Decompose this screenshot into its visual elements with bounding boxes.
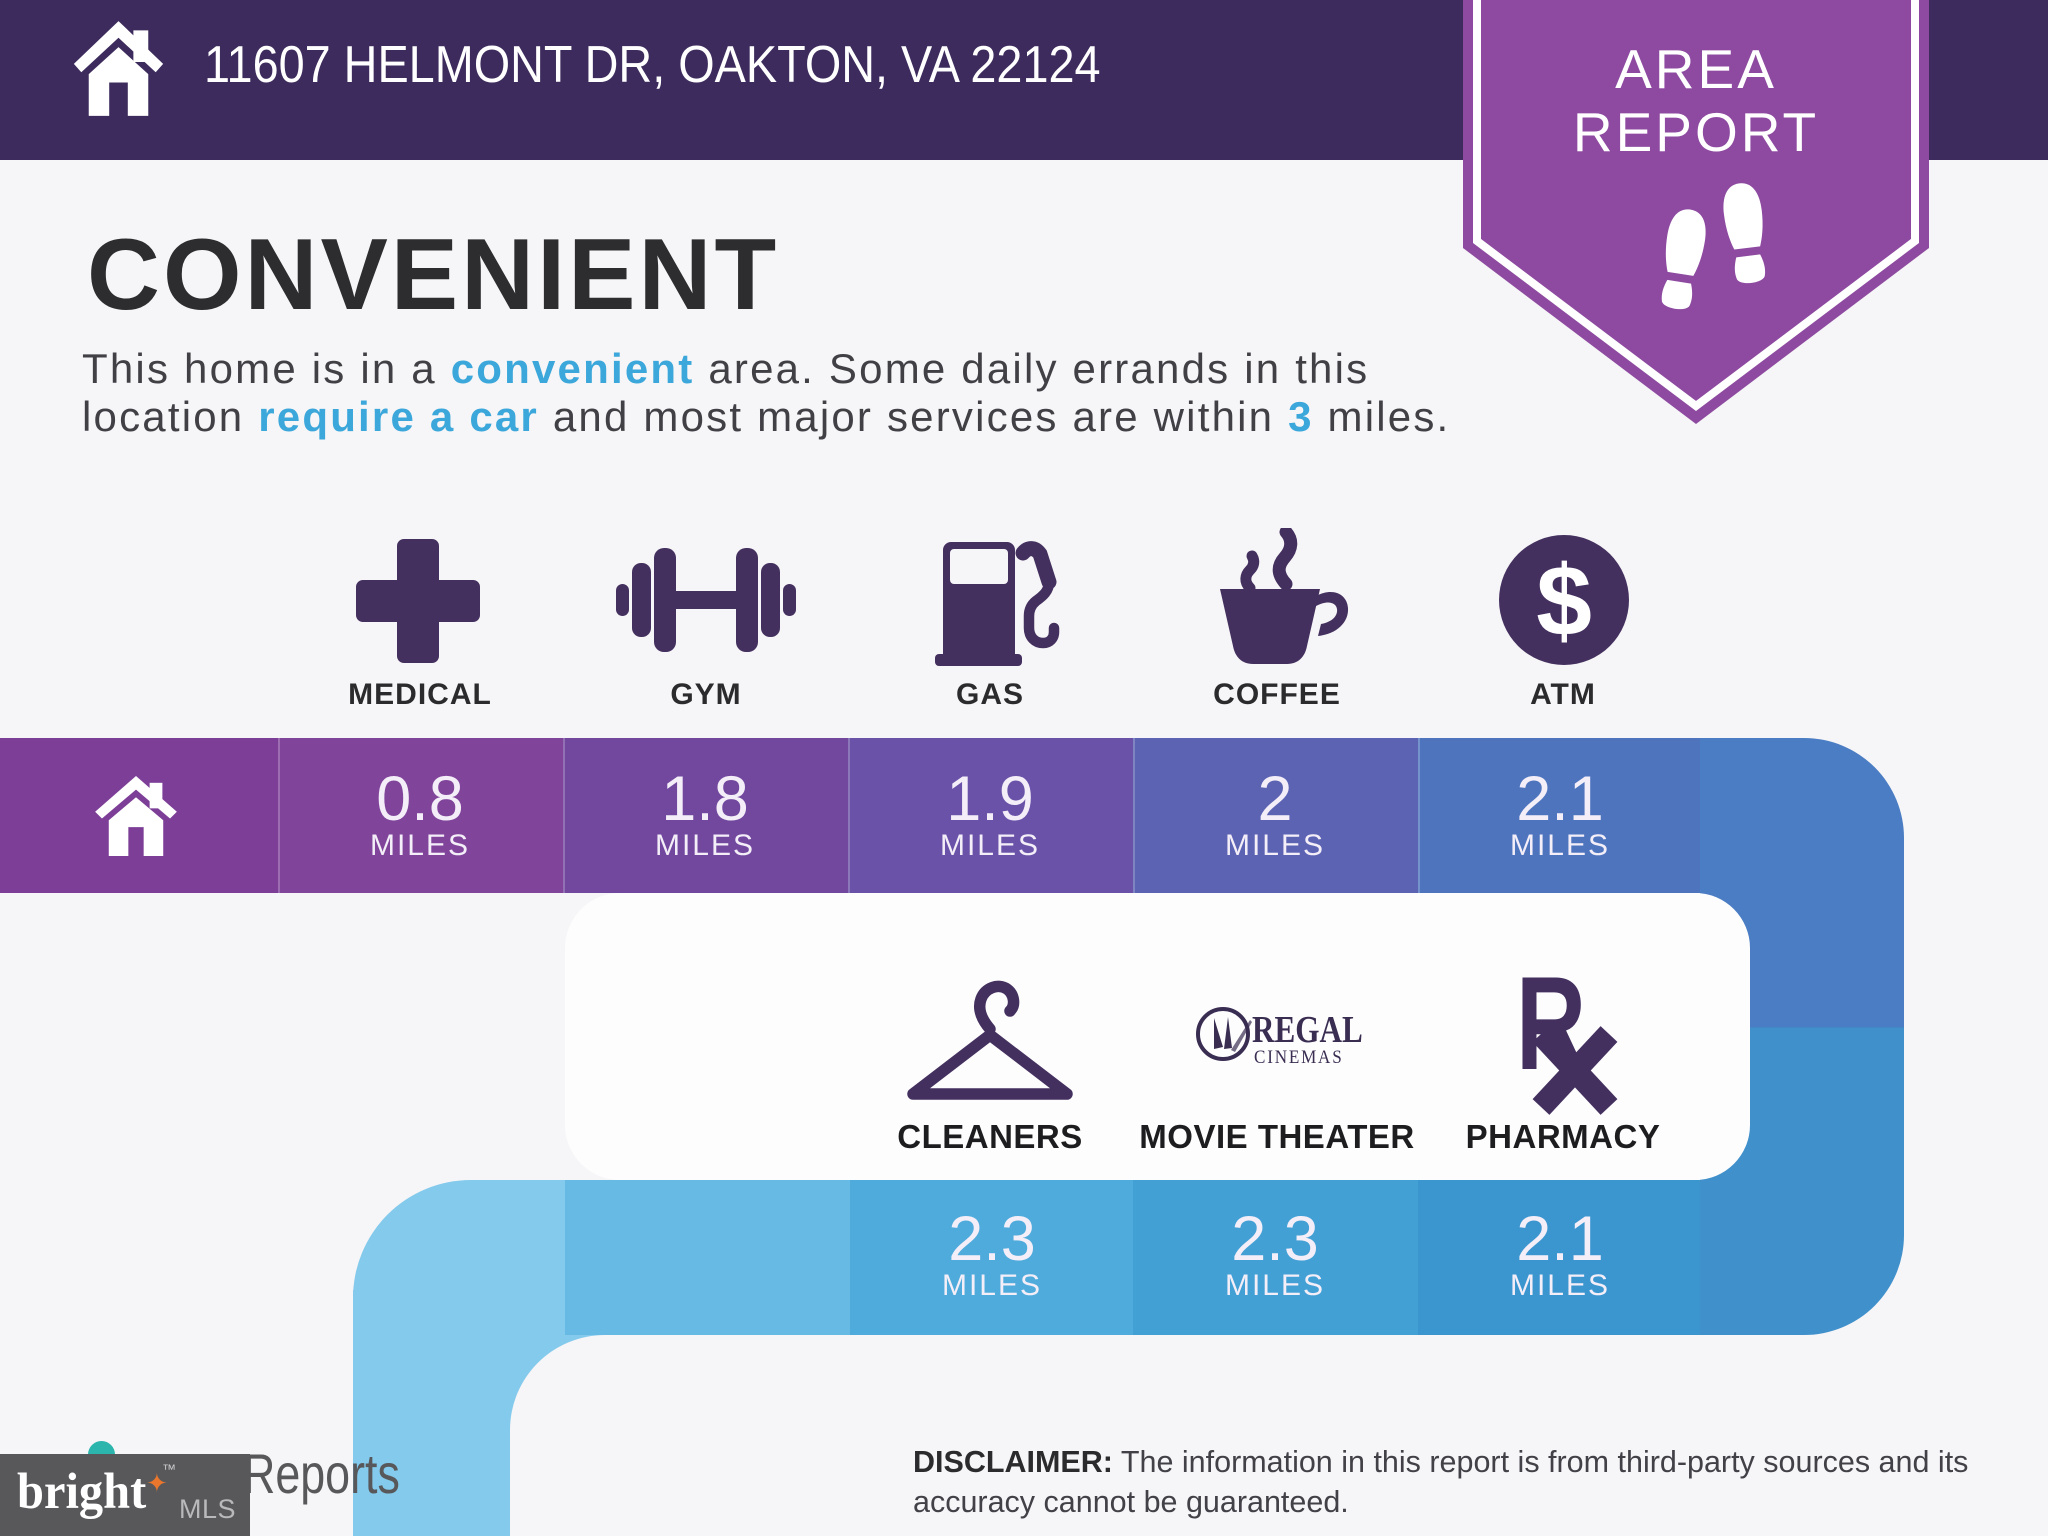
svg-text:REGAL: REGAL — [1252, 1008, 1363, 1051]
svg-text:$: $ — [1536, 545, 1592, 657]
svg-text:REPORT: REPORT — [1573, 101, 1819, 163]
svg-text:AREA: AREA — [1615, 38, 1777, 100]
svg-text:CINEMAS: CINEMAS — [1254, 1046, 1344, 1067]
